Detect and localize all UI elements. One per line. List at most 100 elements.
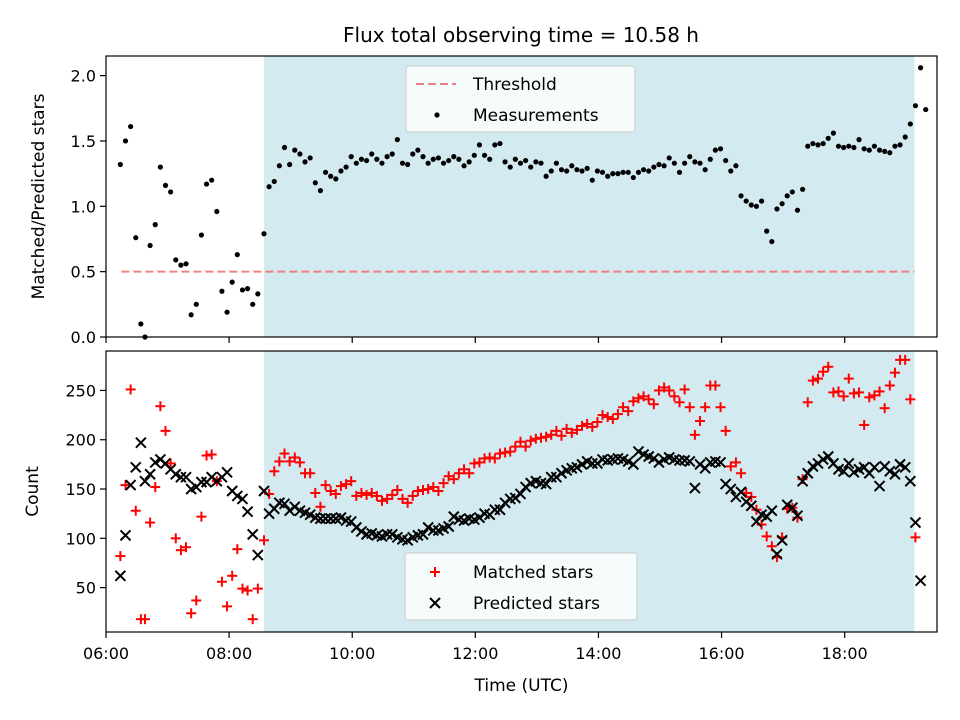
- matched-star-point: [546, 429, 557, 440]
- measurement-point: [605, 173, 611, 179]
- predicted-star-point: [653, 456, 665, 469]
- cross-stroke-b: [335, 511, 347, 524]
- matched-star-point: [869, 390, 880, 401]
- y-tick-label: 0.5: [71, 263, 96, 282]
- cross-stroke-b: [796, 475, 809, 487]
- cross-stroke-b: [273, 497, 286, 509]
- predicted-star-point: [335, 511, 347, 524]
- cross-stroke-b: [442, 520, 455, 533]
- cross-stroke-b: [807, 460, 819, 473]
- predicted-star-point: [894, 458, 906, 471]
- cross-stroke-b: [401, 534, 414, 547]
- predicted-star-point: [750, 515, 763, 528]
- cross-stroke-b: [878, 460, 891, 473]
- cross-stroke-b: [873, 480, 886, 492]
- cross-stroke-b: [668, 453, 681, 466]
- measurement-point: [800, 186, 806, 192]
- measurement-point: [229, 279, 235, 285]
- measurement-point: [255, 291, 261, 297]
- cross-stroke-b: [848, 466, 860, 478]
- measurement-point: [897, 142, 903, 148]
- cross-stroke-b: [422, 521, 434, 534]
- predicted-star-point: [817, 453, 829, 466]
- matched-star-point: [592, 416, 603, 427]
- predicted-star-point: [139, 475, 151, 487]
- legend-matched-label: Matched stars: [473, 563, 593, 583]
- legend-plus-marker: [430, 567, 440, 577]
- measurement-point: [671, 160, 677, 166]
- measurement-point: [369, 151, 375, 157]
- cross-stroke-b: [622, 455, 634, 468]
- cross-stroke-b: [247, 528, 259, 541]
- measurement-point: [133, 235, 139, 241]
- matched-star-point: [648, 399, 659, 410]
- measurement-point: [548, 168, 554, 174]
- cross-stroke-b: [781, 499, 793, 511]
- matched-star-point: [320, 480, 331, 491]
- measurement-point: [743, 198, 749, 204]
- cross-stroke-b: [714, 456, 727, 469]
- predicted-star-point: [114, 570, 127, 582]
- cross-stroke-b: [689, 482, 701, 494]
- measurement-point: [543, 173, 549, 179]
- matched-star-point: [910, 532, 921, 543]
- matched-star-point: [864, 392, 875, 403]
- measurement-point: [173, 257, 179, 263]
- matched-star-point: [474, 457, 485, 468]
- matched-star-point: [335, 481, 346, 492]
- cross-stroke-b: [889, 468, 901, 480]
- matched-star-point: [376, 495, 387, 506]
- measurement-point: [774, 206, 780, 212]
- cross-stroke-b: [735, 486, 747, 498]
- ratio-panel: 0.00.51.01.52.0 Matched/Predicted stars …: [29, 55, 938, 347]
- matched-star-point: [181, 542, 192, 553]
- predicted-star-point: [494, 504, 506, 516]
- x-tick-label: 06:00: [83, 644, 129, 663]
- measurement-point: [497, 140, 503, 147]
- cross-stroke-b: [314, 512, 327, 525]
- matched-star-point: [623, 406, 634, 417]
- predicted-star-point: [884, 465, 896, 477]
- matched-star-point: [582, 418, 593, 429]
- legend-predicted-label: Predicted stars: [473, 594, 600, 614]
- bottom-x-ticks: 06:00 08:00 10:00 12:00 14:00 16:00 18:00: [83, 632, 868, 663]
- predicted-star-point: [684, 455, 696, 468]
- measurement-point: [646, 168, 652, 174]
- matched-star-point: [612, 409, 623, 420]
- measurement-point: [902, 134, 908, 140]
- measurement-point: [420, 154, 426, 160]
- measurement-point: [147, 242, 153, 249]
- matched-star-point: [695, 416, 706, 427]
- measurement-point: [866, 147, 872, 153]
- matched-star-point: [392, 485, 403, 496]
- predicted-star-point: [725, 483, 737, 495]
- predicted-star-point: [231, 490, 244, 502]
- matched-star-point: [905, 394, 916, 405]
- measurement-point: [317, 188, 324, 194]
- matched-star-point: [310, 487, 321, 498]
- predicted-star-point: [427, 524, 439, 537]
- measurement-point: [219, 288, 225, 294]
- measurement-point: [244, 286, 251, 292]
- cross-stroke-b: [684, 455, 696, 468]
- measurement-point: [625, 169, 631, 175]
- predicted-star-point: [889, 468, 901, 480]
- measurement-point: [599, 169, 606, 175]
- legend-measurement-swatch: [434, 112, 440, 118]
- measurement-point: [789, 189, 795, 195]
- matched-star-point: [725, 461, 736, 472]
- measurement-point: [579, 168, 585, 174]
- matched-star-point: [602, 412, 613, 423]
- matched-star-point: [366, 487, 377, 498]
- measurement-point: [610, 171, 616, 177]
- predicted-star-point: [807, 460, 819, 473]
- predicted-star-point: [124, 479, 137, 491]
- matched-star-point: [222, 601, 233, 612]
- measurement-point: [168, 189, 174, 195]
- measurement-point: [203, 181, 210, 187]
- cross-stroke-b: [278, 498, 291, 510]
- measurement-point: [276, 163, 282, 169]
- measurement-point: [728, 168, 734, 174]
- x-tick-label: 18:00: [822, 644, 868, 663]
